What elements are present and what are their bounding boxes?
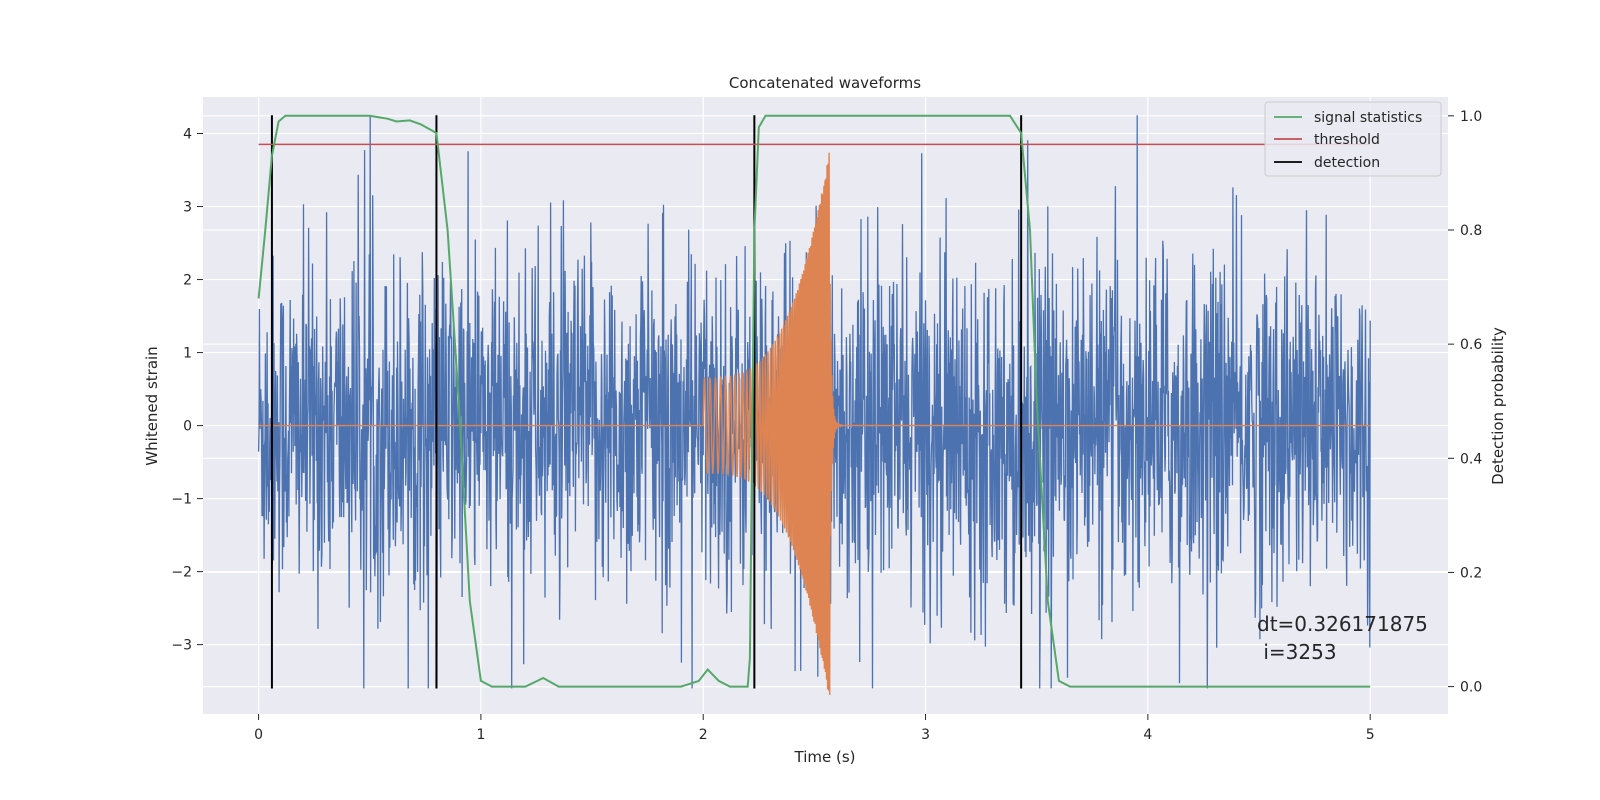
x-tick-label: 5 — [1366, 727, 1375, 743]
legend-box — [1264, 101, 1442, 177]
annotation-index: i=3253 — [1257, 640, 1337, 664]
x-tick-label: 0 — [254, 727, 263, 743]
x-tick-label: 4 — [1143, 727, 1152, 743]
x-tick-label: 1 — [476, 727, 485, 743]
y-tick-label: −2 — [171, 565, 192, 581]
chart-title: Concatenated waveforms — [729, 74, 921, 92]
y-right-axis-label: Detection probability — [1489, 327, 1507, 485]
y-axis-label: Whitened strain — [143, 346, 161, 465]
legend-label-threshold: threshold — [1314, 132, 1380, 148]
x-tick-label: 2 — [699, 727, 708, 743]
legend-label-signal-statistics: signal statistics — [1314, 110, 1422, 126]
y-tick-label: −1 — [171, 492, 192, 508]
y-tick-label: 2 — [183, 273, 192, 289]
y-tick-label: −3 — [171, 638, 192, 654]
y-right-tick-label: 1.0 — [1460, 109, 1482, 125]
y-right-tick-label: 0.0 — [1460, 680, 1482, 696]
y-tick-label: 0 — [183, 419, 192, 435]
y-right-tick-label: 0.6 — [1460, 337, 1482, 353]
legend: signal statistics threshold detection — [1264, 101, 1442, 177]
ticks: 0 1 2 3 4 5 −3 −2 −1 0 1 2 3 4 0.0 0.2 0.4 0.6 0.8 1.0 — [171, 109, 1482, 743]
y-tick-label: 4 — [183, 127, 192, 143]
y-tick-label: 3 — [183, 200, 192, 216]
y-right-tick-label: 0.2 — [1460, 565, 1482, 581]
y-right-tick-label: 0.4 — [1460, 451, 1482, 467]
annotation-dt: dt=0.326171875 — [1257, 612, 1428, 636]
x-tick-label: 3 — [921, 727, 930, 743]
data-layer — [257, 114, 1371, 696]
injected-waveform-line — [258, 152, 1371, 696]
legend-label-detection: detection — [1314, 155, 1380, 171]
x-axis-label: Time (s) — [794, 748, 856, 766]
signal-statistics-line — [257, 114, 1371, 688]
y-tick-label: 1 — [183, 346, 192, 362]
y-right-tick-label: 0.8 — [1460, 223, 1482, 239]
